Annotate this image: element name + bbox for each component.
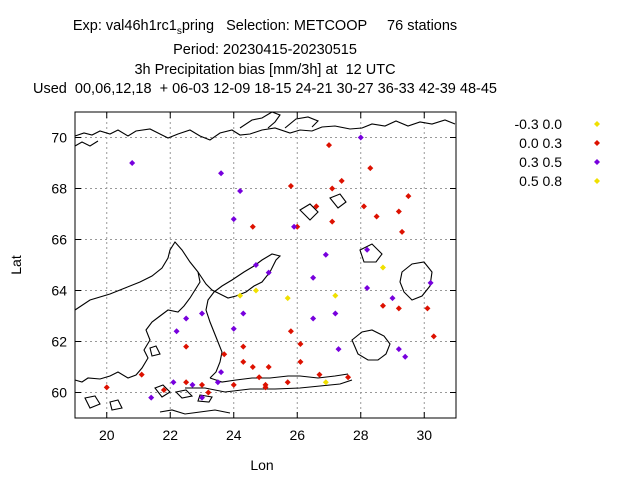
data-point [139,372,145,378]
data-point [402,354,408,360]
data-point [336,346,342,352]
data-points [104,135,437,401]
data-point [231,326,237,332]
data-point [231,382,237,388]
x-axis-label: Lon [250,457,273,473]
coastline-map [75,112,455,414]
data-point [291,224,297,230]
data-point [380,265,386,271]
data-point [183,344,189,350]
data-point [424,305,430,311]
data-point [310,316,316,322]
data-point [339,178,345,184]
data-point [104,384,110,390]
data-point [329,186,335,192]
data-point [170,379,176,385]
grid [75,112,456,418]
data-point [250,364,256,370]
data-point [396,208,402,214]
data-point [285,295,291,301]
data-point [256,374,262,380]
x-tick-label: 24 [226,427,242,443]
data-point [374,214,380,220]
legend-marker [594,159,600,165]
x-tick-label: 22 [162,427,178,443]
data-point [240,310,246,316]
legend-label: -0.3 0.0 [515,116,563,132]
data-point [399,229,405,235]
data-point [297,341,303,347]
data-point [329,219,335,225]
data-point [332,310,338,316]
data-point [316,372,322,378]
y-tick-label: 64 [51,283,67,299]
data-point [332,293,338,299]
x-tick-label: 20 [99,427,115,443]
legend-label: 0.3 0.5 [519,154,562,170]
data-point [250,224,256,230]
legend-marker [594,178,600,184]
legend: -0.3 0.0 0.0 0.3 0.3 0.5 0.5 0.8 [515,116,600,189]
y-tick-label: 66 [51,232,67,248]
y-tick-label: 62 [51,334,67,350]
data-point [405,193,411,199]
y-tick-label: 68 [51,181,67,197]
data-point [361,203,367,209]
data-point [199,310,205,316]
plot-border [75,112,456,418]
data-point [231,216,237,222]
data-point [431,333,437,339]
data-point [183,379,189,385]
data-point [218,369,224,375]
legend-label: 0.0 0.3 [519,135,562,151]
data-point [148,395,154,401]
y-axis-label: Lat [8,255,24,275]
data-point [358,135,364,141]
y-tick-label: 60 [51,385,67,401]
data-point [323,379,329,385]
data-point [323,252,329,258]
data-point [345,374,351,380]
x-tick-label: 30 [416,427,432,443]
x-tick-label: 26 [289,427,305,443]
legend-marker [594,140,600,146]
data-point [189,382,195,388]
data-point [297,359,303,365]
data-point [266,364,272,370]
legend-label: 0.5 0.8 [519,173,562,189]
x-tick-label: 28 [353,427,369,443]
data-point [218,170,224,176]
data-point [174,328,180,334]
data-point [205,390,211,396]
data-point [367,165,373,171]
data-point [326,142,332,148]
data-point [288,328,294,334]
data-point [183,316,189,322]
data-point [396,305,402,311]
data-point [428,280,434,286]
data-point [288,183,294,189]
data-point [237,188,243,194]
legend-marker [594,121,600,127]
data-point [253,288,259,294]
y-tick-label: 70 [51,130,67,146]
data-point [199,382,205,388]
data-point [129,160,135,166]
data-point [310,275,316,281]
data-point [396,346,402,352]
data-point [240,344,246,350]
data-point [380,303,386,309]
data-point [390,295,396,301]
axis-ticks: 20 22 24 26 28 30 60 62 64 66 68 70 [51,112,456,443]
data-point [285,379,291,385]
data-point [240,359,246,365]
